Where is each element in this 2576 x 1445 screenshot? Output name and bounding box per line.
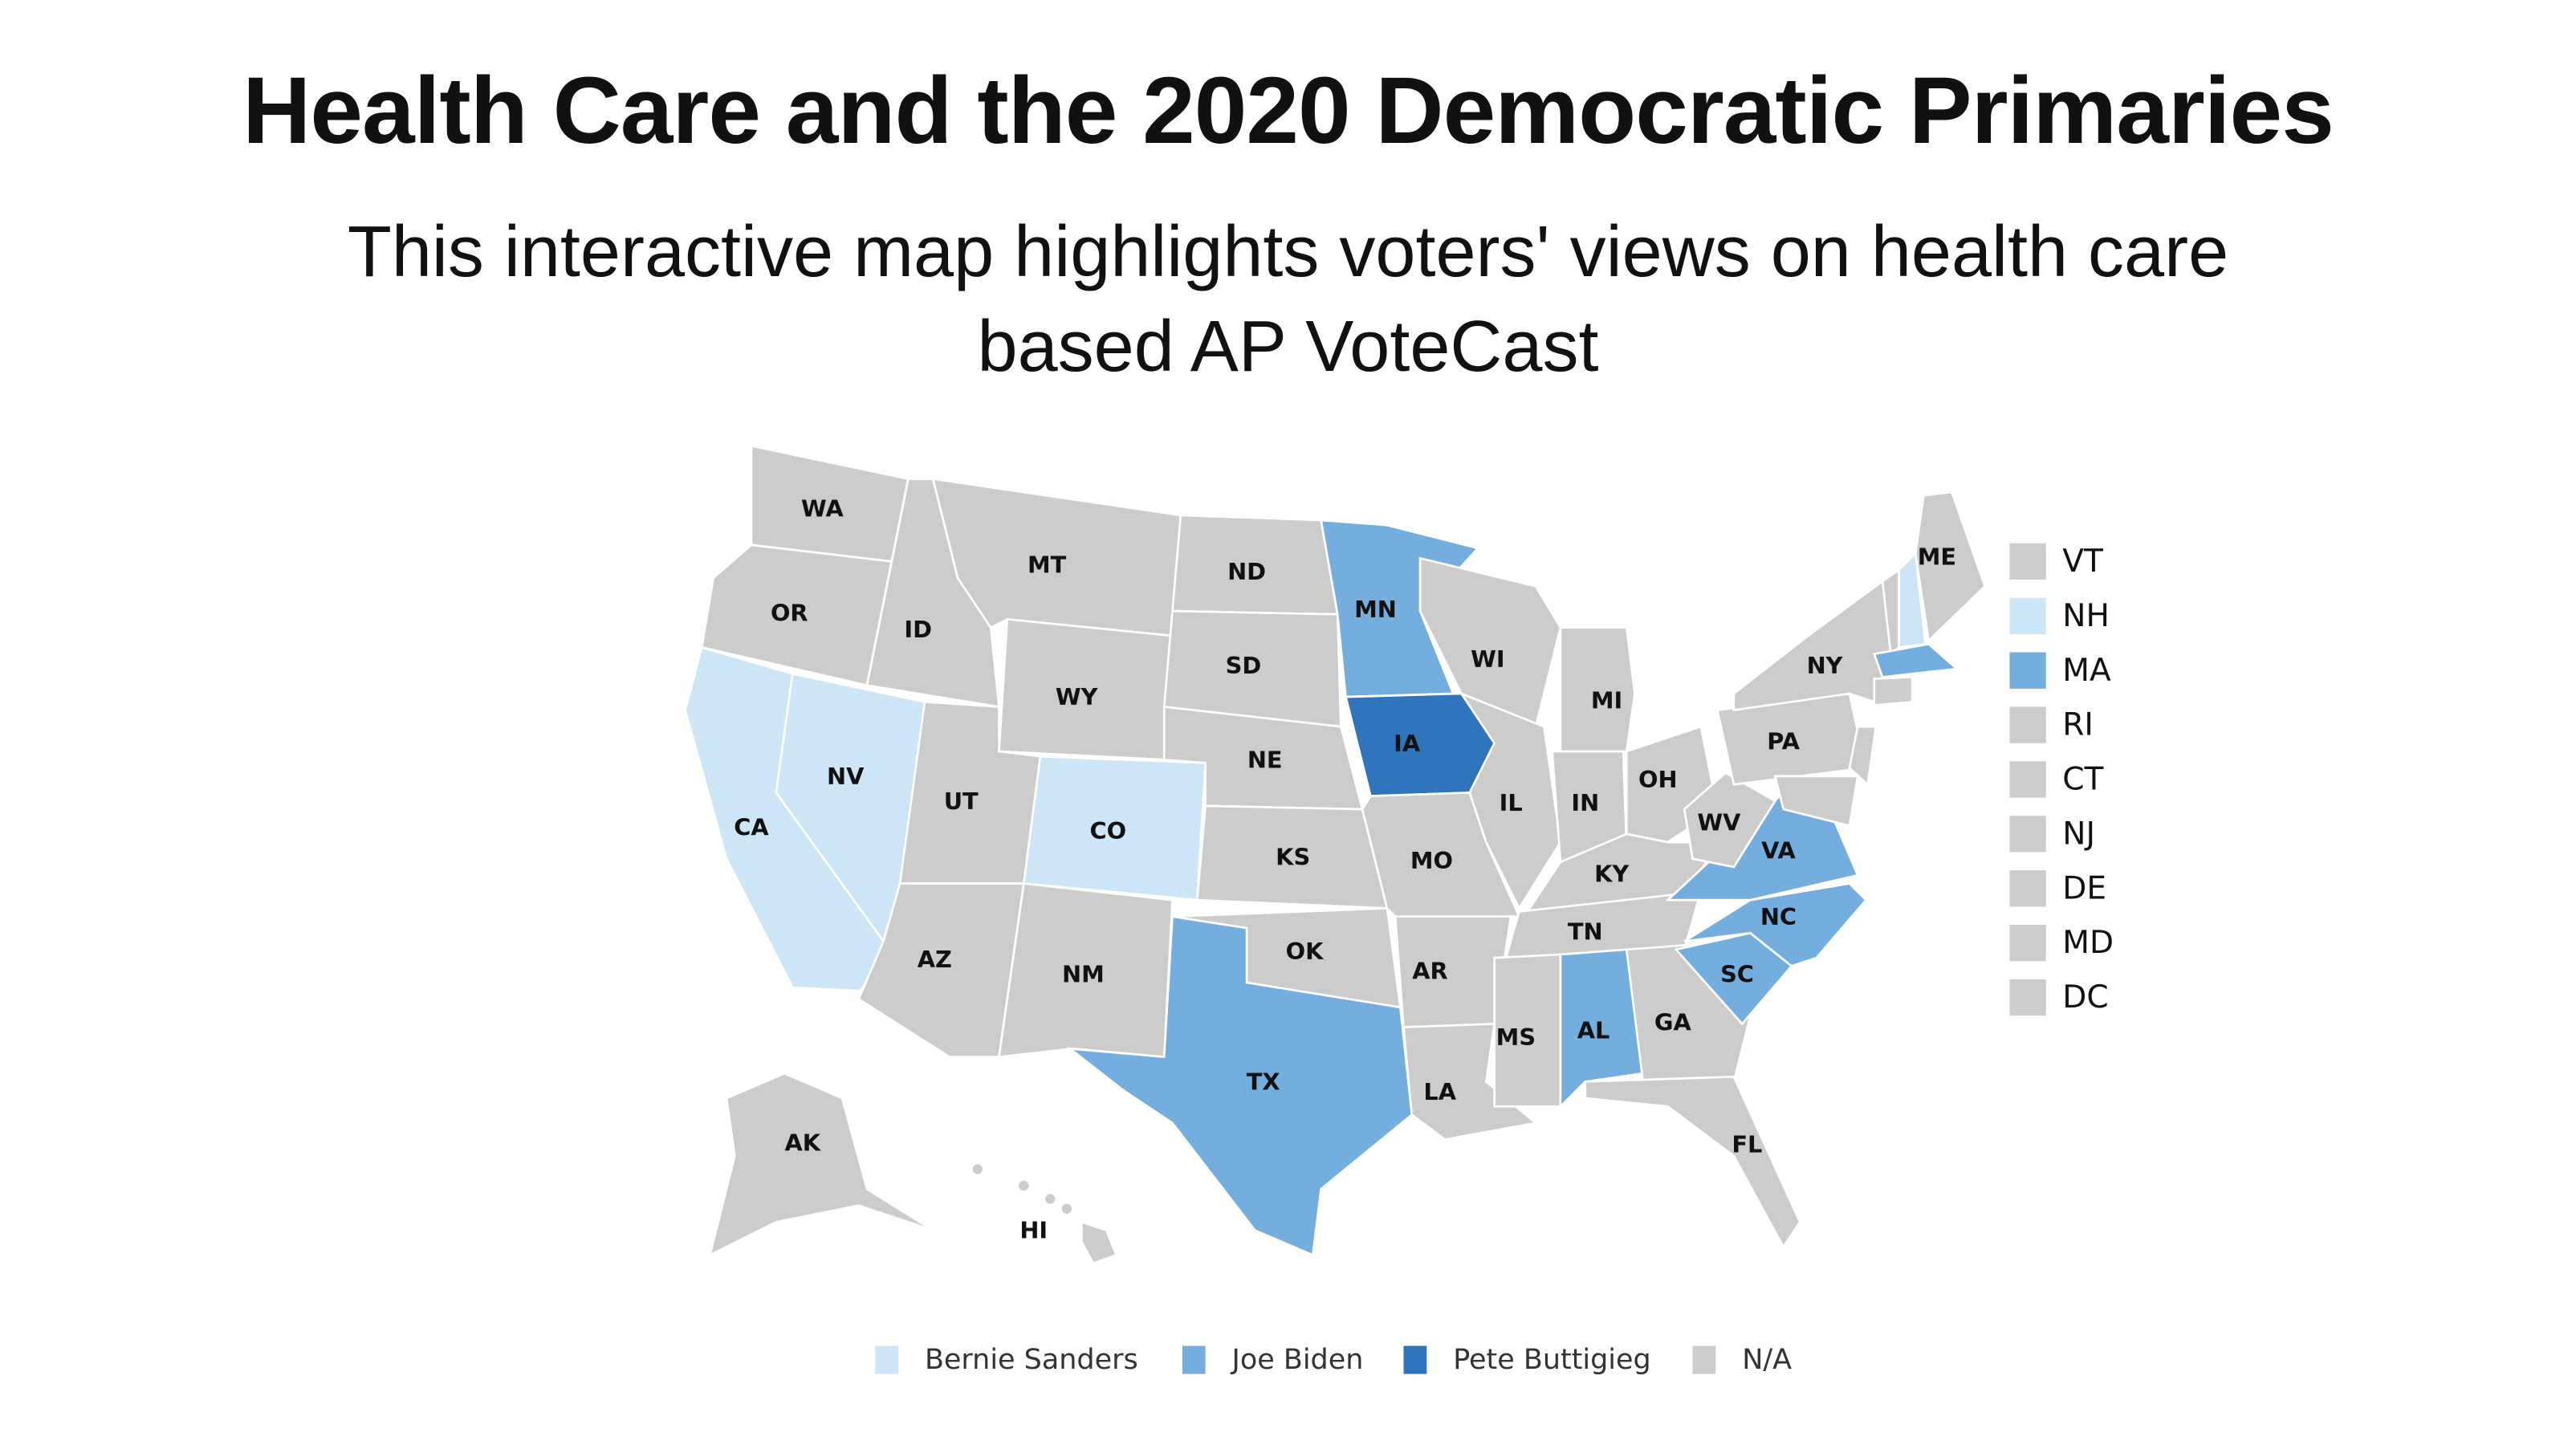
- state-me[interactable]: [1914, 490, 1987, 643]
- states-layer: [684, 444, 1987, 1265]
- legend-label[interactable]: Joe Biden: [1231, 1344, 1364, 1376]
- small-state-label: MD: [2062, 925, 2114, 961]
- page-title: Health Care and the 2020 Democratic Prim…: [242, 58, 2334, 164]
- candidate-legend: Bernie Sanders Joe Biden Pete Buttigieg N/A: [875, 1344, 1792, 1376]
- state-hi-island[interactable]: [1019, 1180, 1029, 1191]
- state-ma[interactable]: [1872, 642, 1959, 678]
- state-ks[interactable]: [1195, 804, 1389, 910]
- small-state-label: VT: [2062, 543, 2103, 580]
- legend-label[interactable]: N/A: [1742, 1344, 1792, 1376]
- state-nj[interactable]: [1848, 725, 1878, 787]
- legend-label[interactable]: Pete Buttigieg: [1453, 1344, 1651, 1376]
- state-fl[interactable]: [1584, 1075, 1801, 1249]
- state-wv[interactable]: [1683, 771, 1777, 869]
- legend-swatch[interactable]: [1403, 1345, 1427, 1374]
- small-state-label: DE: [2062, 870, 2106, 906]
- state-ny[interactable]: [1732, 579, 1897, 712]
- small-state-label: RI: [2062, 707, 2094, 743]
- state-tx[interactable]: [1066, 915, 1414, 1257]
- state-ak[interactable]: [708, 1072, 934, 1257]
- small-state-swatch-dc[interactable]: [2009, 979, 2046, 1016]
- small-state-swatch-ct[interactable]: [2009, 761, 2046, 798]
- state-mi[interactable]: [1559, 626, 1636, 764]
- small-state-label: DC: [2062, 979, 2108, 1016]
- legend-swatch[interactable]: [1182, 1345, 1206, 1374]
- state-wa[interactable]: [750, 444, 910, 563]
- state-hi-island[interactable]: [1061, 1203, 1072, 1214]
- small-state-swatch-md[interactable]: [2009, 924, 2046, 962]
- state-ms[interactable]: [1493, 953, 1562, 1108]
- small-state-swatch-vt[interactable]: [2009, 543, 2046, 580]
- small-states-legend: VT NH MA RI CT NJ DE MD DC: [2009, 543, 2114, 1016]
- legend-label[interactable]: Bernie Sanders: [925, 1344, 1138, 1376]
- small-state-swatch-ma[interactable]: [2009, 652, 2046, 689]
- legend-swatch[interactable]: [1692, 1345, 1716, 1374]
- state-nm[interactable]: [997, 882, 1174, 1059]
- small-state-label: CT: [2062, 762, 2103, 798]
- small-state-label: MA: [2062, 653, 2111, 689]
- small-state-swatch-ri[interactable]: [2009, 706, 2046, 743]
- small-state-swatch-nh[interactable]: [2009, 597, 2046, 634]
- state-il[interactable]: [1458, 691, 1562, 911]
- state-label: HI: [1019, 1217, 1048, 1244]
- state-al[interactable]: [1559, 948, 1645, 1109]
- state-nd[interactable]: [1171, 514, 1339, 616]
- small-state-swatch-de[interactable]: [2009, 870, 2046, 907]
- state-hi-island[interactable]: [1045, 1194, 1056, 1204]
- small-state-label: NH: [2062, 598, 2110, 634]
- small-state-swatch-nj[interactable]: [2009, 816, 2046, 853]
- state-co[interactable]: [1022, 755, 1207, 902]
- state-wy[interactable]: [998, 617, 1174, 761]
- state-hi-island[interactable]: [972, 1164, 983, 1174]
- state-hi[interactable]: [1080, 1220, 1118, 1265]
- small-state-label: NJ: [2062, 816, 2095, 852]
- state-or[interactable]: [700, 543, 893, 687]
- legend-swatch[interactable]: [875, 1345, 899, 1374]
- page-subtitle: This interactive map highlights voters' …: [347, 212, 2229, 387]
- state-md[interactable]: [1773, 775, 1859, 828]
- state-ct[interactable]: [1873, 676, 1914, 706]
